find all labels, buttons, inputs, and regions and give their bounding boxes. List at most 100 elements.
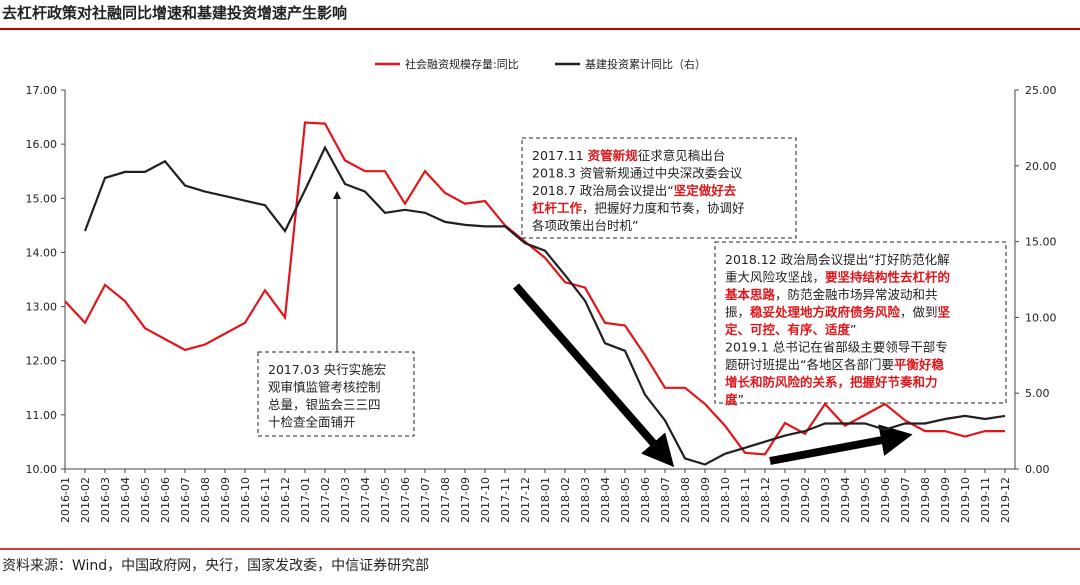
annotation-line: 2017.03 央行实施宏 [268, 362, 386, 377]
annotation-line: 2018.12 政治局会议提出“打好防范化解 [725, 252, 950, 267]
annotation-text: 坚 [938, 305, 951, 320]
annotation-text: 要坚持结构性去杠杆的 [825, 270, 950, 285]
annotation-box [257, 351, 415, 437]
annotation-text: 定、可控、有序、适度 [724, 322, 851, 337]
annotation-text: 总量，银监会三三四 [268, 397, 381, 412]
x-tick-label: 2019-07 [899, 477, 912, 523]
annotation-line: 重大风险攻坚战，要坚持结构性去杠杆的 [725, 270, 950, 285]
annotation-text: 稳妥处理地方政府债务风险 [750, 305, 901, 320]
x-tick-label: 2019-10 [959, 477, 972, 523]
annotation-line: 基本思路，防范金融市场异常波动和共 [724, 287, 938, 302]
annotation-text: ，做到 [900, 305, 938, 320]
x-tick-label: 2018-06 [639, 477, 652, 523]
annotation-line: 增长和防风险的关系，把握好节奏和力 [725, 375, 938, 390]
x-tick-label: 2018-10 [719, 477, 732, 523]
annotation-line: 杠杆工作，把握好力度和节奏，协调好 [532, 201, 745, 216]
annotation-text: 2017.03 央行实施宏 [268, 362, 386, 377]
x-tick-label: 2016-01 [59, 477, 72, 523]
annotation-line: 定、可控、有序、适度” [724, 322, 857, 337]
x-tick-label: 2018-08 [679, 477, 692, 523]
x-tick-label: 2018-11 [739, 477, 752, 523]
annotation-line: 各项政策出台时机” [532, 218, 638, 233]
annotation-text: 2018.3 资管新规通过中央深改委会议 [532, 166, 743, 181]
y-tick-label: 15.00 [26, 192, 58, 205]
y-tick-label: 11.00 [26, 409, 58, 422]
annotation-text: ” [850, 322, 856, 337]
x-tick-label: 2017-10 [479, 477, 492, 523]
x-tick-label: 2017-12 [519, 477, 532, 523]
x-tick-label: 2018-12 [759, 477, 772, 523]
annotation-line: 观审慎监管考核控制 [268, 380, 381, 395]
annotation-line: 度” [725, 392, 744, 407]
series-line [83, 145, 1006, 466]
x-tick-label: 2019-12 [999, 477, 1012, 523]
annotation: 2018.12 政治局会议提出“打好防范化解重大风险攻坚战，要坚持结构性去杠杆的… [714, 241, 1007, 407]
annotation-text: 度 [725, 392, 738, 407]
chart-title: 去杠杆政策对社融同比增速和基建投资增速产生影响 [2, 4, 347, 22]
annotation-text: 各项政策出台时机” [532, 218, 638, 233]
up-arrow [769, 424, 913, 465]
x-tick-label: 2019-11 [979, 477, 992, 523]
x-tick-label: 2016-10 [239, 477, 252, 523]
annotation-text: 征求意见稿出台 [638, 148, 726, 163]
x-tick-label: 2018-01 [539, 477, 552, 523]
y-tick-label: 12.00 [26, 355, 58, 368]
x-tick-label: 2019-06 [879, 477, 892, 523]
annotation-line: 振，稳妥处理地方政府债务风险，做到坚 [725, 305, 951, 320]
y2-tick-label: 10.00 [1025, 311, 1057, 324]
y2-tick-label: 5.00 [1025, 387, 1050, 400]
y-tick-label: 13.00 [26, 301, 58, 314]
x-tick-label: 2016-04 [119, 477, 132, 523]
annotation-text: 资管新规 [588, 148, 639, 163]
annotation-text: 题研讨班提出“各地区各部门要 [725, 357, 894, 372]
annotation-line: 2018.7 政治局会议提出“坚定做好去 [532, 183, 737, 198]
x-tick-label: 2017-02 [319, 477, 332, 523]
annotation-text: 平衡好稳 [894, 357, 945, 372]
annotation-line: 总量，银监会三三四 [268, 397, 381, 412]
x-tick-label: 2016-08 [199, 477, 212, 523]
y-tick-label: 17.00 [26, 84, 58, 97]
x-tick-label: 2016-12 [279, 477, 292, 523]
y2-tick-label: 25.00 [1025, 84, 1057, 97]
annotation-text: 2018.12 政治局会议提出“打好防范化解 [725, 252, 950, 267]
x-tick-label: 2017-06 [399, 477, 412, 523]
annotation-text: 坚定做好去 [674, 183, 737, 198]
annotation-text: 2018.7 政治局会议提出“ [532, 183, 674, 198]
x-tick-label: 2017-11 [499, 477, 512, 523]
annotation-text: 增长和防风险的关系，把握好节奏和力 [725, 375, 938, 390]
x-tick-label: 2016-06 [159, 477, 172, 523]
y2-tick-label: 0.00 [1025, 463, 1050, 476]
x-tick-label: 2018-05 [619, 477, 632, 523]
x-tick-label: 2016-05 [139, 477, 152, 523]
legend-label: 社会融资规模存量:同比 [405, 57, 519, 71]
annotation-text: ” [738, 392, 744, 407]
annotation-text: 振， [725, 305, 750, 320]
x-tick-label: 2016-07 [179, 477, 192, 523]
x-tick-label: 2017-09 [459, 477, 472, 523]
annotation-text: ，防范金融市场异常波动和共 [775, 287, 938, 302]
y2-tick-label: 20.00 [1025, 160, 1057, 173]
annotation-text: 观审慎监管考核控制 [268, 380, 381, 395]
x-tick-label: 2016-09 [219, 477, 232, 523]
x-tick-label: 2019-05 [859, 477, 872, 523]
annotation-box [714, 241, 1007, 404]
annotation-text: 重大风险攻坚战， [725, 270, 825, 285]
annotation-text: ，把握好力度和节奏，协调好 [582, 201, 745, 216]
x-tick-label: 2017-08 [439, 477, 452, 523]
x-tick-label: 2019-08 [919, 477, 932, 523]
x-tick-label: 2019-02 [799, 477, 812, 523]
annotation-text: 十检查全面铺开 [268, 415, 356, 430]
x-tick-label: 2019-04 [839, 477, 852, 523]
x-tick-label: 2016-03 [99, 477, 112, 523]
y2-tick-label: 15.00 [1025, 236, 1057, 249]
legend-label: 基建投资累计同比（右） [585, 57, 706, 71]
annotation-line: 2018.3 资管新规通过中央深改委会议 [532, 166, 743, 181]
x-tick-label: 2019-03 [819, 477, 832, 523]
x-tick-label: 2018-07 [659, 477, 672, 523]
x-tick-label: 2018-09 [699, 477, 712, 523]
annotation-text: 杠杆工作 [532, 201, 583, 216]
x-tick-label: 2018-02 [559, 477, 572, 523]
x-tick-label: 2017-04 [359, 477, 372, 523]
annotation: 2017.11 资管新规征求意见稿出台 2018.3 资管新规通过中央深改委会议 2… [521, 137, 797, 239]
